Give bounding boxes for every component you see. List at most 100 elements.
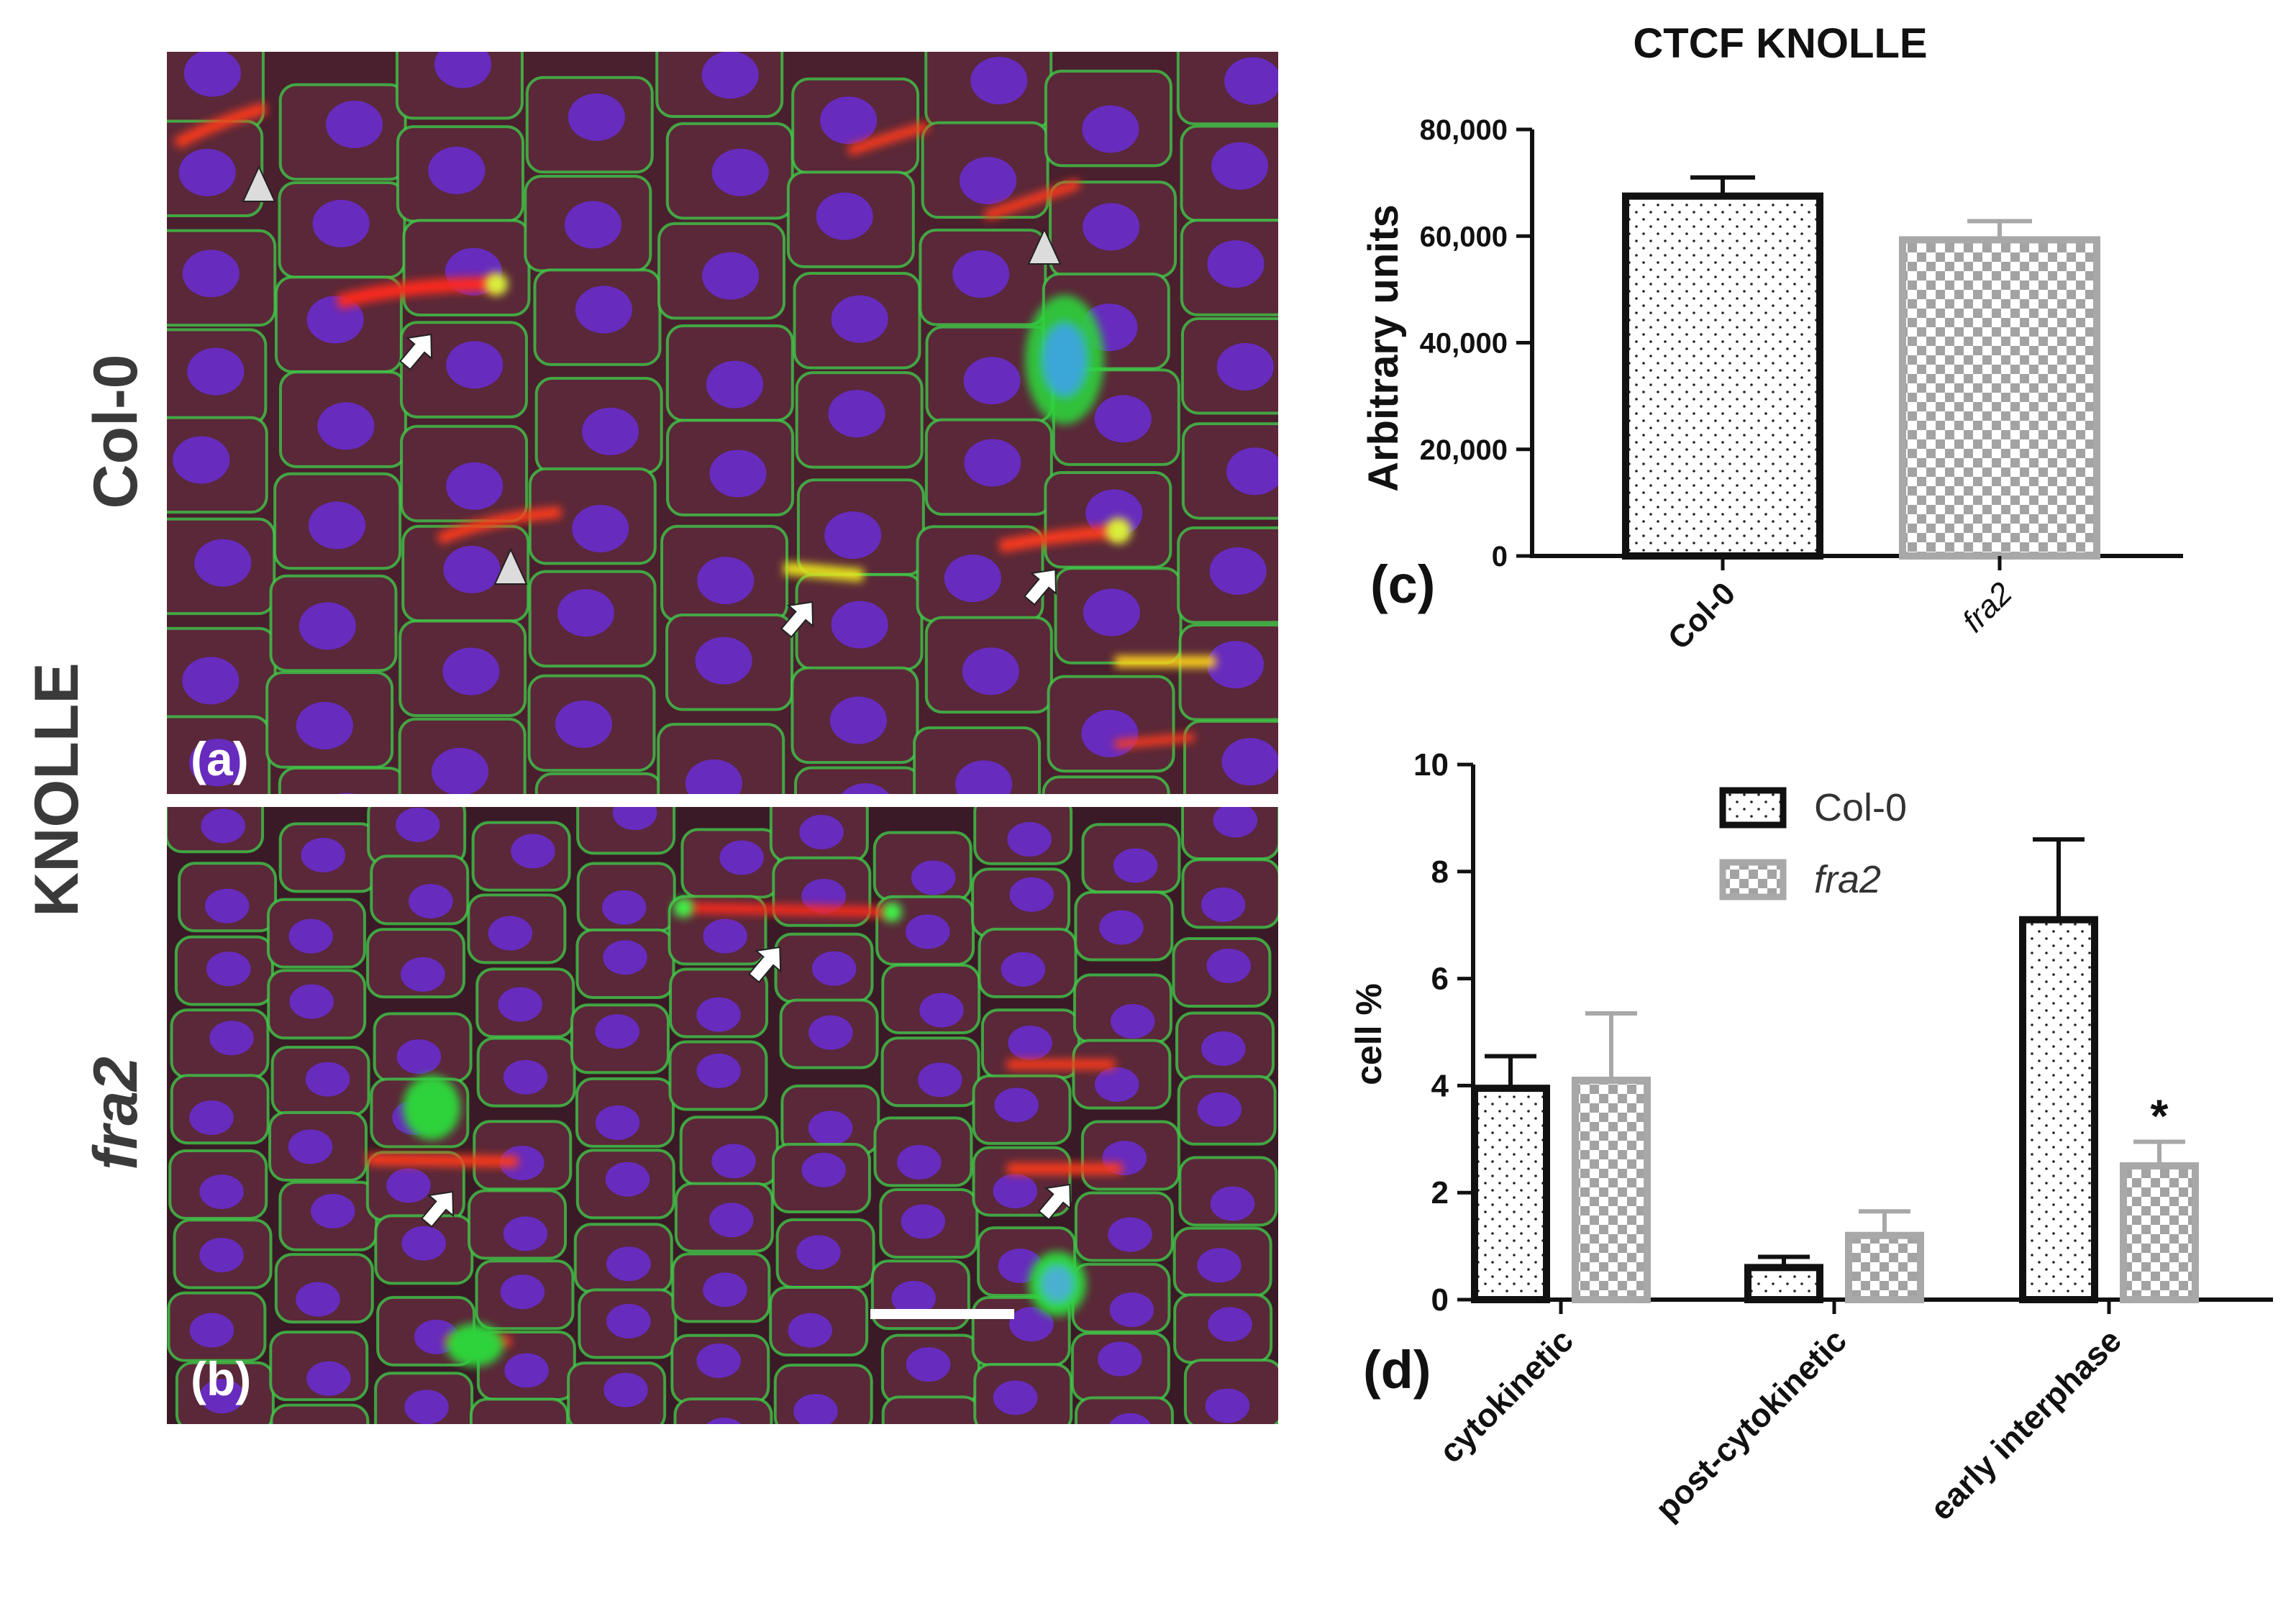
nucleus [503,1059,548,1095]
bar-fra2-post-cytokinetic [1845,1231,1924,1303]
cell [673,1397,773,1424]
arrowhead-icon [242,165,276,202]
nucleus [1201,887,1246,922]
nucleus [1083,588,1140,637]
bar-col-0-early-interphase [2019,916,2098,1303]
nucleus [962,647,1019,695]
arrow-icon [420,1190,455,1228]
nucleus [1083,203,1140,251]
cell [1074,1396,1174,1424]
nucleus [581,407,639,455]
nucleus [182,250,240,298]
nucleus [396,1039,442,1075]
nucleus [288,1129,333,1164]
x-tick-label: Col-0 [1662,575,1742,656]
nucleus [443,545,501,593]
row-label-fra2: fra2 [81,1057,150,1170]
nucleus [901,1204,946,1239]
nucleus [606,1246,651,1282]
nucleus [339,793,356,794]
nucleus [685,759,742,794]
nucleus [799,814,844,849]
nucleus [1098,1341,1142,1377]
nucleus [1094,395,1152,443]
nucleus [1224,57,1278,105]
legend-swatch [1719,787,1787,829]
nucleus [696,1343,741,1378]
arrow-icon [747,946,782,984]
arrow-icon [1037,1183,1072,1221]
nucleus [824,511,882,560]
nucleus [896,1144,942,1180]
nucleus [189,1313,234,1348]
nucleus [187,347,245,396]
x-tick-label: cytokinetic [1431,1321,1580,1470]
cell [278,766,406,794]
nucleus [1226,447,1278,496]
nucleus [1007,821,1052,857]
legend-swatch [1719,859,1787,900]
nucleus [500,1145,545,1180]
nucleus [964,439,1021,487]
bar-col-0-post-cytokinetic [1744,1264,1823,1303]
nucleus [911,860,956,895]
nucleus [564,201,622,249]
nucleus [808,1015,853,1050]
nucleus [386,1168,431,1203]
nucleus [308,501,366,549]
nucleus [994,1087,1039,1123]
nucleus [1206,641,1265,689]
bar-fra2-cytokinetic [1572,1076,1651,1303]
nucleus [312,199,370,247]
nucleus [488,916,533,951]
nucleus [993,1380,1038,1415]
cell [881,1395,981,1424]
nucleus [829,696,888,744]
bar-fra2 [1899,236,2100,560]
nucleus [1109,1413,1151,1424]
nucleus [1211,142,1269,190]
nucleus [603,1372,648,1408]
nucleus [173,436,230,484]
nucleus [816,192,873,240]
nucleus [296,1433,340,1468]
nucleus [301,837,346,872]
nucleus [310,1193,355,1228]
y-tick-label: 80,000 [1420,114,1508,146]
nucleus [1197,1092,1242,1127]
nucleus [201,808,245,844]
y-tick-label: 2 [1431,1175,1449,1210]
cell [270,1403,370,1424]
nucleus [1216,343,1274,391]
nucleus [963,357,1021,405]
nucleus [841,783,890,794]
nucleus [428,146,486,194]
nucleus [503,1216,548,1251]
cell-layer-col0 [167,52,1278,794]
row-label-col0: Col-0 [81,355,150,509]
nucleus [1094,1067,1139,1102]
nucleus [906,1347,951,1382]
nucleus [409,883,453,918]
arrow-icon [780,601,814,639]
nucleus [511,834,555,869]
y-axis-label: cell % [1349,983,1389,1085]
nucleus [1201,1031,1246,1067]
nucleus [602,890,647,925]
cell [469,1397,569,1424]
nucleus [1001,952,1046,987]
nucleus [557,589,615,637]
y-tick-label: 40,000 [1420,328,1508,360]
nucleus [206,952,251,987]
nucleus [703,918,747,954]
nucleus [1008,1025,1052,1060]
nucleus [955,760,1013,794]
panel-separator [167,794,1278,807]
nucleus [194,539,252,587]
nucleus [711,148,769,196]
bar-fra2-early-interphase [2120,1162,2199,1303]
nucleus [605,1162,650,1197]
cell [794,766,923,794]
nucleus [431,747,489,794]
nucleus [498,987,543,1022]
